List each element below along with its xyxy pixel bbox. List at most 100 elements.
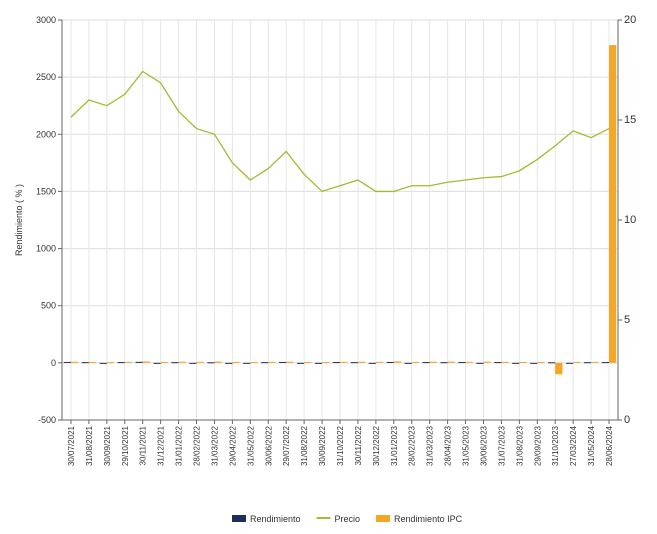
y2-tick-label: 10 (624, 214, 636, 226)
x-tick-label: 30/09/2021 (103, 425, 112, 466)
y-tick-label: 0 (51, 358, 56, 368)
y-tick-label: -500 (38, 415, 56, 425)
bar (501, 361, 509, 363)
legend-label: Rendimiento IPC (394, 514, 463, 524)
x-tick-label: 30/09/2022 (318, 425, 327, 466)
x-tick-label: 29/07/2022 (282, 425, 291, 466)
bar (609, 45, 617, 363)
bar (519, 361, 527, 363)
bar (483, 361, 491, 363)
y-tick-label: 3000 (36, 15, 56, 25)
x-tick-label: 31/07/2023 (497, 425, 506, 466)
y-tick-label: 1500 (36, 186, 56, 196)
x-tick-label: 30/11/2022 (354, 425, 363, 465)
bar (232, 361, 240, 363)
bar (178, 361, 186, 363)
bar (81, 362, 89, 364)
line (70, 70, 610, 193)
y-axis-label: Rendimiento ( % ) (14, 184, 24, 256)
bar (537, 362, 545, 364)
bar (135, 361, 143, 363)
legend-label: Precio (335, 514, 361, 524)
x-tick-label: 30/06/2023 (479, 425, 488, 466)
bar (368, 362, 376, 364)
x-tick-label: 30/07/2021 (67, 425, 76, 466)
bar (601, 362, 610, 364)
x-tick-label: 28/04/2023 (444, 425, 453, 466)
x-tick-label: 31/08/2022 (300, 425, 309, 466)
bar (447, 361, 455, 363)
y-tick-label: 500 (41, 301, 56, 311)
bar (458, 362, 466, 364)
bar (106, 362, 115, 364)
bar (386, 361, 394, 363)
bar (286, 361, 294, 363)
bar (583, 362, 592, 364)
bar (375, 361, 384, 363)
bar (117, 362, 125, 364)
bar (322, 362, 330, 364)
bar (142, 361, 150, 363)
x-tick-label: 31/08/2023 (515, 425, 524, 466)
x-tick-label: 30/06/2022 (264, 425, 273, 466)
bar (393, 361, 401, 363)
bar (332, 362, 340, 364)
bar (440, 362, 448, 364)
bar (555, 362, 563, 375)
x-tick-label: 31/01/2023 (390, 425, 399, 466)
bar (548, 362, 556, 364)
x-tick-label: 28/02/2022 (193, 425, 202, 466)
bar (99, 362, 107, 364)
bar (261, 362, 269, 364)
x-tick-label: 30/11/2021 (139, 425, 148, 465)
bar (565, 362, 574, 364)
x-tick-label: 31/05/2024 (587, 425, 596, 466)
bar (171, 362, 179, 364)
bar (476, 362, 484, 364)
x-tick-label: 28/06/2024 (605, 425, 614, 466)
bar (279, 361, 287, 363)
x-tick-label: 30/12/2022 (372, 425, 381, 466)
bar (340, 361, 348, 363)
x-tick-label: 31/03/2023 (426, 425, 435, 466)
y2-tick-label: 20 (624, 14, 636, 26)
bar (314, 362, 323, 364)
bar (243, 362, 251, 364)
bar (304, 361, 312, 363)
x-tick-label: 31/08/2021 (85, 425, 94, 466)
bar (160, 362, 168, 364)
bar (465, 361, 473, 363)
bar (530, 362, 538, 364)
x-tick-label: 31/12/2021 (157, 425, 166, 466)
bar (350, 362, 358, 364)
y-tick-label: 2000 (36, 129, 56, 139)
bar (70, 361, 79, 363)
bar (63, 361, 71, 363)
x-tick-label: 28/02/2023 (408, 425, 417, 466)
bar (88, 361, 97, 363)
x-tick-label: 31/03/2022 (210, 425, 219, 466)
bar (422, 362, 430, 364)
y-tick-label: 1000 (36, 244, 56, 254)
bar (411, 361, 419, 363)
bar (214, 361, 222, 363)
y2-tick-label: 15 (624, 114, 636, 126)
bar (573, 361, 581, 363)
bar (512, 362, 520, 364)
x-tick-label: 31/10/2022 (336, 425, 345, 466)
x-tick-label: 29/10/2021 (121, 425, 130, 466)
bar (296, 362, 305, 364)
bar (429, 361, 437, 363)
x-tick-label: 31/05/2023 (462, 425, 471, 466)
bar (153, 362, 161, 364)
bar (591, 361, 599, 363)
legend: Rendimiento Precio Rendimiento IPC (232, 514, 463, 524)
y-tick-label: 2500 (36, 72, 56, 82)
x-tick-label: 31/01/2022 (175, 425, 184, 466)
bar (189, 362, 197, 364)
bar (268, 361, 276, 363)
legend-swatch (232, 515, 246, 522)
legend-label: Rendimiento (250, 514, 301, 524)
bar (124, 361, 132, 363)
